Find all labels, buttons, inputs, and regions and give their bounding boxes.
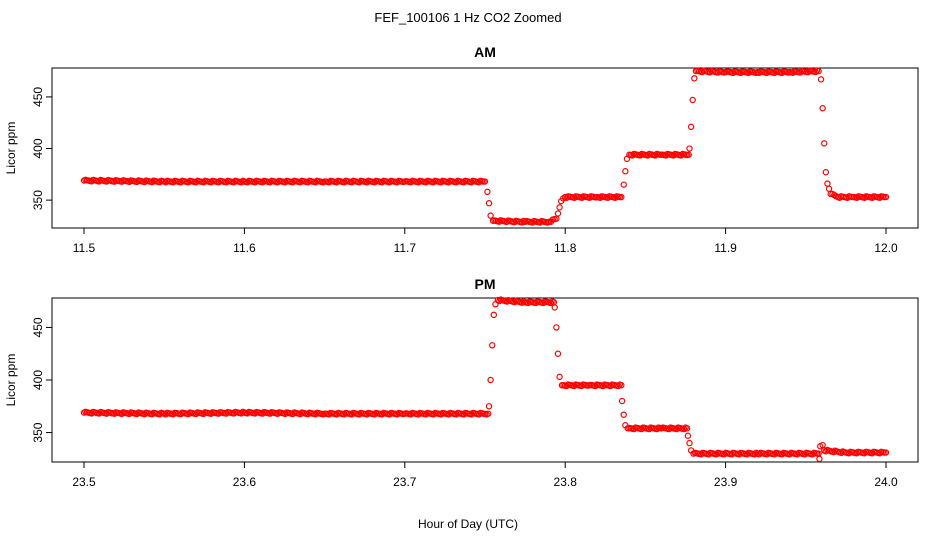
pm-plot-frame	[51, 297, 919, 463]
am-point-312	[556, 204, 563, 211]
am-point-352	[618, 193, 625, 201]
pm-y-tick-label: 350	[31, 422, 45, 442]
am-y-tick-label: 400	[31, 138, 45, 158]
pm-x-tick-label: 23.7	[393, 475, 417, 489]
am-x-tick-label: 11.8	[554, 241, 577, 255]
am-point-300	[536, 219, 544, 226]
am-y-tick-label: 450	[31, 87, 45, 107]
pm-x-axis: 23.5 23.6 23.7 23.8 23.9 24.0	[72, 462, 898, 489]
pm-point-284	[511, 298, 518, 306]
am-x-tick-label: 11.6	[233, 241, 256, 255]
pm-points	[80, 296, 890, 463]
am-point-522	[882, 193, 890, 201]
am-panel: AM 11.5 11.6 11.7 11.8 11.9 12.0 350 400 450 Li…	[4, 44, 919, 255]
pm-x-tick-label: 23.8	[554, 475, 578, 489]
pm-point-269	[487, 376, 494, 384]
pm-y-tick-label: 450	[31, 317, 45, 337]
am-point-398	[689, 96, 696, 104]
am-points	[80, 67, 890, 226]
am-point-395	[685, 151, 692, 158]
pm-point-267	[485, 410, 492, 417]
am-x-axis: 11.5 11.6 11.7 11.8 11.9 12.0	[73, 228, 898, 255]
am-point-486	[825, 185, 833, 192]
am-point-482	[819, 105, 826, 112]
pm-point-397	[683, 425, 691, 432]
pm-y-tick-label: 400	[31, 370, 45, 390]
pm-point-308	[547, 299, 555, 307]
pm-point-395	[680, 425, 688, 433]
am-point-481	[817, 76, 825, 83]
x-axis-label: Hour of Day (UTC)	[418, 517, 518, 531]
am-point-338	[597, 194, 604, 201]
am-point-343	[604, 194, 612, 201]
pm-x-tick-label: 23.5	[72, 475, 96, 489]
pm-point-313	[554, 350, 562, 357]
am-point-348	[612, 194, 619, 201]
am-point-485	[824, 180, 831, 187]
pm-panel-title: PM	[475, 276, 496, 292]
pm-point-311	[551, 304, 558, 311]
pm-point-354	[618, 382, 625, 389]
pm-point-356	[620, 411, 627, 418]
pm-point-104	[238, 410, 245, 417]
figure-title: FEF_100106 1 Hz CO2 Zoomed	[374, 10, 561, 25]
am-point-478	[812, 68, 819, 76]
am-panel-title: AM	[474, 44, 496, 60]
am-point-354	[622, 168, 629, 175]
am-x-tick-label: 11.5	[73, 241, 96, 255]
am-x-tick-label: 11.7	[394, 241, 417, 255]
am-point-311	[554, 210, 562, 217]
am-y-tick-label: 350	[31, 190, 45, 210]
am-point-353	[620, 181, 627, 188]
am-point-396	[686, 145, 693, 152]
pm-point-398	[684, 432, 692, 439]
am-point-483	[821, 140, 828, 147]
pm-point-352	[615, 382, 622, 390]
am-plot-frame	[51, 67, 919, 229]
am-point-399	[691, 75, 698, 82]
pm-point-527	[882, 449, 890, 456]
am-point-484	[822, 169, 830, 176]
pm-y-axis-label: Licor ppm	[4, 354, 18, 407]
pm-point-274	[496, 297, 503, 305]
am-point-266	[484, 188, 491, 196]
pm-point-484	[816, 455, 823, 463]
am-point-268	[487, 212, 494, 219]
pm-point-314	[556, 373, 563, 381]
pm-point-312	[553, 324, 560, 331]
am-x-tick-label: 11.9	[714, 241, 737, 255]
am-point-104	[238, 179, 245, 186]
pm-point-268	[485, 403, 493, 410]
pm-point-441	[751, 451, 758, 458]
pm-x-tick-label: 23.6	[233, 475, 257, 489]
pm-point-355	[618, 397, 626, 405]
pm-point-271	[490, 311, 498, 319]
am-point-295	[529, 219, 536, 226]
pm-point-279	[503, 298, 511, 305]
pm-x-tick-label: 23.9	[714, 475, 738, 489]
pm-point-289	[518, 299, 526, 306]
am-x-tick-label: 12.0	[874, 241, 898, 255]
pm-x-tick-label: 24.0	[874, 475, 898, 489]
pm-point-399	[686, 439, 693, 447]
am-y-axis: 350 400 450	[31, 87, 52, 210]
pm-y-axis: 350 400 450	[31, 317, 52, 443]
am-point-480	[815, 67, 822, 75]
am-point-397	[687, 123, 695, 131]
pm-point-270	[489, 342, 496, 349]
am-point-267	[485, 200, 493, 207]
pm-panel: PM 23.5 23.6 23.7 23.8 23.9 24.0 350 400 450 Li…	[4, 276, 919, 489]
am-y-axis-label: Licor ppm	[4, 122, 18, 175]
am-point-265	[481, 178, 489, 185]
